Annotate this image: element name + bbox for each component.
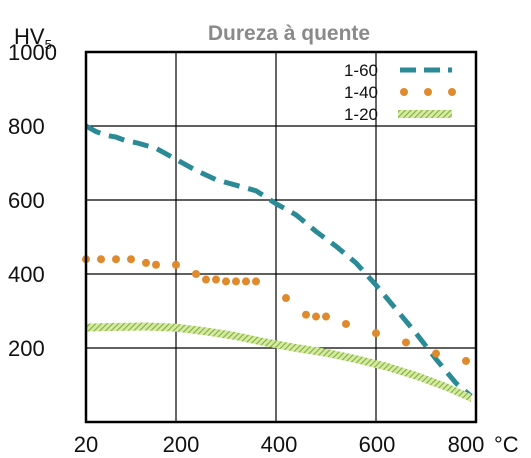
x-tick-label: 400 [261,432,298,457]
series-1-40-point [192,270,200,278]
series-1-40-point [432,349,440,358]
series-1-40-point [302,310,310,319]
series-1-40-point [242,277,250,286]
series-1-40-point [222,277,230,286]
series-1-40-point [402,338,410,347]
y-tick-label: 200 [8,336,45,361]
x-axis-unit: °C [494,432,519,457]
plot-frame [84,50,478,424]
series-1-40-point [212,275,220,284]
series-1-60-line [84,123,473,398]
series-1-40-point [282,294,290,303]
y-axis-label-subscript: 5 [45,37,52,52]
legend-swatch-1-40-dot [400,88,408,96]
series-1-20-band [86,322,471,402]
y-axis-label: HV5 [14,24,52,52]
grid [86,52,476,422]
series-1-40-point [127,255,135,264]
y-tick-label: 1000 [8,40,57,65]
legend-label-1-60: 1-60 [344,61,378,80]
legend-swatch-1-40-dot [448,88,456,96]
y-tick-label: 400 [8,262,45,287]
x-tick-label: 200 [163,432,200,457]
series-layer [82,123,473,402]
series-1-40-point [112,255,120,264]
series-1-40-point [172,260,180,269]
y-tick-label: 600 [8,188,45,213]
y-tick-label: 800 [8,114,45,139]
x-tick-label: 800 [448,432,485,457]
x-tick-label: 600 [359,432,396,457]
series-1-40-point [152,260,160,269]
chart-title: Dureza à quente [208,22,370,45]
series-1-40-point [202,275,210,284]
x-tick-label: 20 [74,432,98,457]
legend-label-1-40: 1-40 [344,83,378,102]
y-axis-label-main: HV [14,24,45,49]
series-1-40-point [232,277,240,286]
legend-swatch-1-40-dot [424,88,432,96]
series-1-40-point [312,312,320,321]
series-1-40-point [142,258,150,267]
legend-label-1-20: 1-20 [344,105,378,124]
series-1-40-point [322,312,330,321]
series-1-40-point [252,277,260,286]
tick-labels: 1000 800 600 400 200 20 200 400 600 800 °C [8,40,519,457]
legend: 1-60 1-40 1-20 [344,61,456,124]
series-1-40-point [462,356,470,365]
series-1-40-point [342,319,350,328]
legend-swatch-1-20 [398,110,452,118]
series-1-40-point [97,255,105,264]
series-1-40-point [372,329,380,338]
